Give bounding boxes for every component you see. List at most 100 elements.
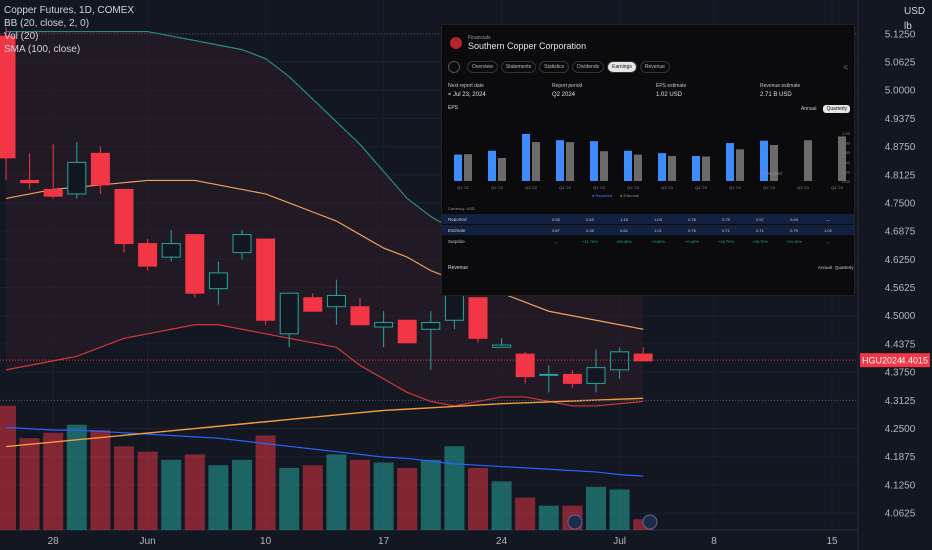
legend-vol[interactable]: Vol (20)	[4, 31, 39, 42]
volume-bar	[609, 489, 630, 530]
eps-estimate-bar	[804, 140, 812, 181]
earnings-event-icon[interactable]	[642, 514, 658, 530]
meta-label: Next report date	[448, 83, 484, 89]
financials-tabs: Overview Statements Statistics Dividends Ear…	[448, 61, 670, 73]
currency-unit[interactable]: USD	[904, 6, 926, 17]
meta-item: Next report date ≈ Jul 23, 2024	[448, 83, 486, 98]
x-tick-label: Jul	[613, 536, 626, 547]
volume-bar	[0, 405, 16, 530]
candle-body	[610, 351, 630, 371]
tab-earnings[interactable]: Earnings	[607, 61, 637, 73]
revenue-toggle-annual: Annual	[818, 265, 832, 270]
eps-estimate-bar	[498, 157, 506, 181]
x-tick-label: 8	[711, 536, 717, 547]
y-tick-label: 4.6250	[885, 255, 916, 266]
toggle-annual[interactable]: Annual	[800, 106, 817, 112]
eps-period-toggle[interactable]: Annual Quarterly	[798, 105, 850, 113]
event-marker	[642, 514, 658, 530]
meta-label: Revenue estimate	[760, 83, 801, 89]
legend-symbol[interactable]: Copper Futures, 1D, COMEX	[4, 5, 135, 16]
table-cell: 0.57	[756, 217, 765, 222]
eps-estimate-bar	[600, 151, 608, 181]
table-cell: +89.46%	[616, 239, 632, 244]
tab-statements[interactable]: Statements	[500, 61, 537, 73]
sma100-line	[5, 397, 644, 448]
table-cell: +24.10%	[786, 239, 802, 244]
table-cell: 0.62	[620, 228, 629, 233]
candle-body	[468, 297, 488, 339]
meta-value: Q2 2024	[552, 92, 576, 98]
volume-bar	[19, 438, 40, 530]
y-tick-label: 4.3750	[885, 368, 916, 379]
volume-bar	[538, 505, 559, 530]
eps-estimate-bar	[634, 154, 642, 181]
tab-overview[interactable]: Overview	[467, 61, 498, 73]
y-tick-label: 4.8125	[885, 170, 916, 181]
volume-bar	[444, 446, 465, 530]
candle-body	[279, 292, 299, 335]
candle-body	[562, 373, 582, 384]
candle-body	[539, 373, 559, 376]
eps-legend-estimate: ● Estimate	[620, 193, 640, 198]
candle-body	[326, 294, 346, 308]
y-tick-label: 4.8750	[885, 142, 916, 153]
y-tick-label: 4.1875	[885, 452, 916, 463]
y-tick-label: 4.5000	[885, 311, 916, 322]
candle-body	[350, 306, 370, 326]
table-cell: —	[826, 239, 830, 244]
eps-reported-bar	[590, 141, 598, 181]
last-price-tag	[860, 353, 930, 368]
volume-bar	[43, 432, 64, 530]
eps-reported-bar	[454, 154, 462, 181]
eps-quarter-label: Q2 '22	[491, 185, 503, 190]
share-icon[interactable]: <	[843, 63, 848, 72]
candle-body	[492, 344, 512, 348]
legend-sma[interactable]: SMA (100, close)	[4, 44, 81, 55]
company-name: Southern Copper Corporation	[468, 41, 587, 51]
table-cell: 1.04	[654, 217, 663, 222]
unit-selector[interactable]: USD lb	[900, 4, 926, 34]
table-cell: 0.55	[552, 217, 561, 222]
table-currency: Currency: USD	[448, 206, 475, 211]
table-cell: 1.01	[654, 228, 663, 233]
legend-bb[interactable]: BB (20, close, 2, 0)	[4, 18, 90, 29]
meta-value: ≈ Jul 23, 2024	[448, 92, 486, 98]
tab-dividends[interactable]: Dividends	[572, 61, 605, 73]
table-cell: 0.71	[756, 228, 765, 233]
chart-legend: Copper Futures, 1D, COMEX BB (20, close,…	[4, 4, 134, 56]
volume-bar	[114, 446, 134, 530]
candle-body	[67, 161, 87, 195]
table-cell: —	[826, 217, 830, 222]
x-tick-label: 17	[378, 536, 390, 547]
eps-estimate-bar	[838, 136, 846, 181]
meta-value: 1.02 USD	[656, 92, 683, 98]
eps-reported-bar	[692, 156, 700, 181]
volume-bar	[350, 459, 370, 530]
volume-bar	[279, 467, 300, 530]
tab-statistics[interactable]: Statistics	[539, 61, 570, 73]
volume-bar	[302, 465, 323, 530]
candle-body	[138, 243, 158, 267]
candle-body	[0, 35, 16, 159]
table-row-label: Estimate	[448, 228, 466, 233]
volume-bar	[586, 486, 606, 530]
volume-bar	[208, 465, 229, 530]
x-tick-label: 15	[826, 536, 838, 547]
eps-quarter-label: Q1 '23	[593, 185, 605, 190]
tab-revenue[interactable]: Revenue	[639, 61, 670, 73]
eps-estimate-bar	[532, 142, 540, 181]
x-tick-label: 24	[496, 536, 508, 547]
candle-body	[43, 188, 63, 197]
table-cell: 0.75	[790, 228, 799, 233]
dividend-event-icon[interactable]	[567, 514, 583, 530]
candle-body	[256, 238, 276, 321]
x-tick-label: Jun	[140, 536, 156, 547]
search-icon[interactable]	[448, 61, 460, 73]
eps-quarter-label: Q4 '24	[831, 185, 843, 190]
table-cell: 0.63	[586, 217, 595, 222]
table-cell: +11.75%	[582, 239, 598, 244]
measure-unit[interactable]: lb	[904, 21, 912, 32]
eps-title: EPS	[448, 105, 459, 111]
eps-estimate-bar	[668, 156, 676, 181]
toggle-quarterly[interactable]: Quarterly	[823, 105, 850, 113]
